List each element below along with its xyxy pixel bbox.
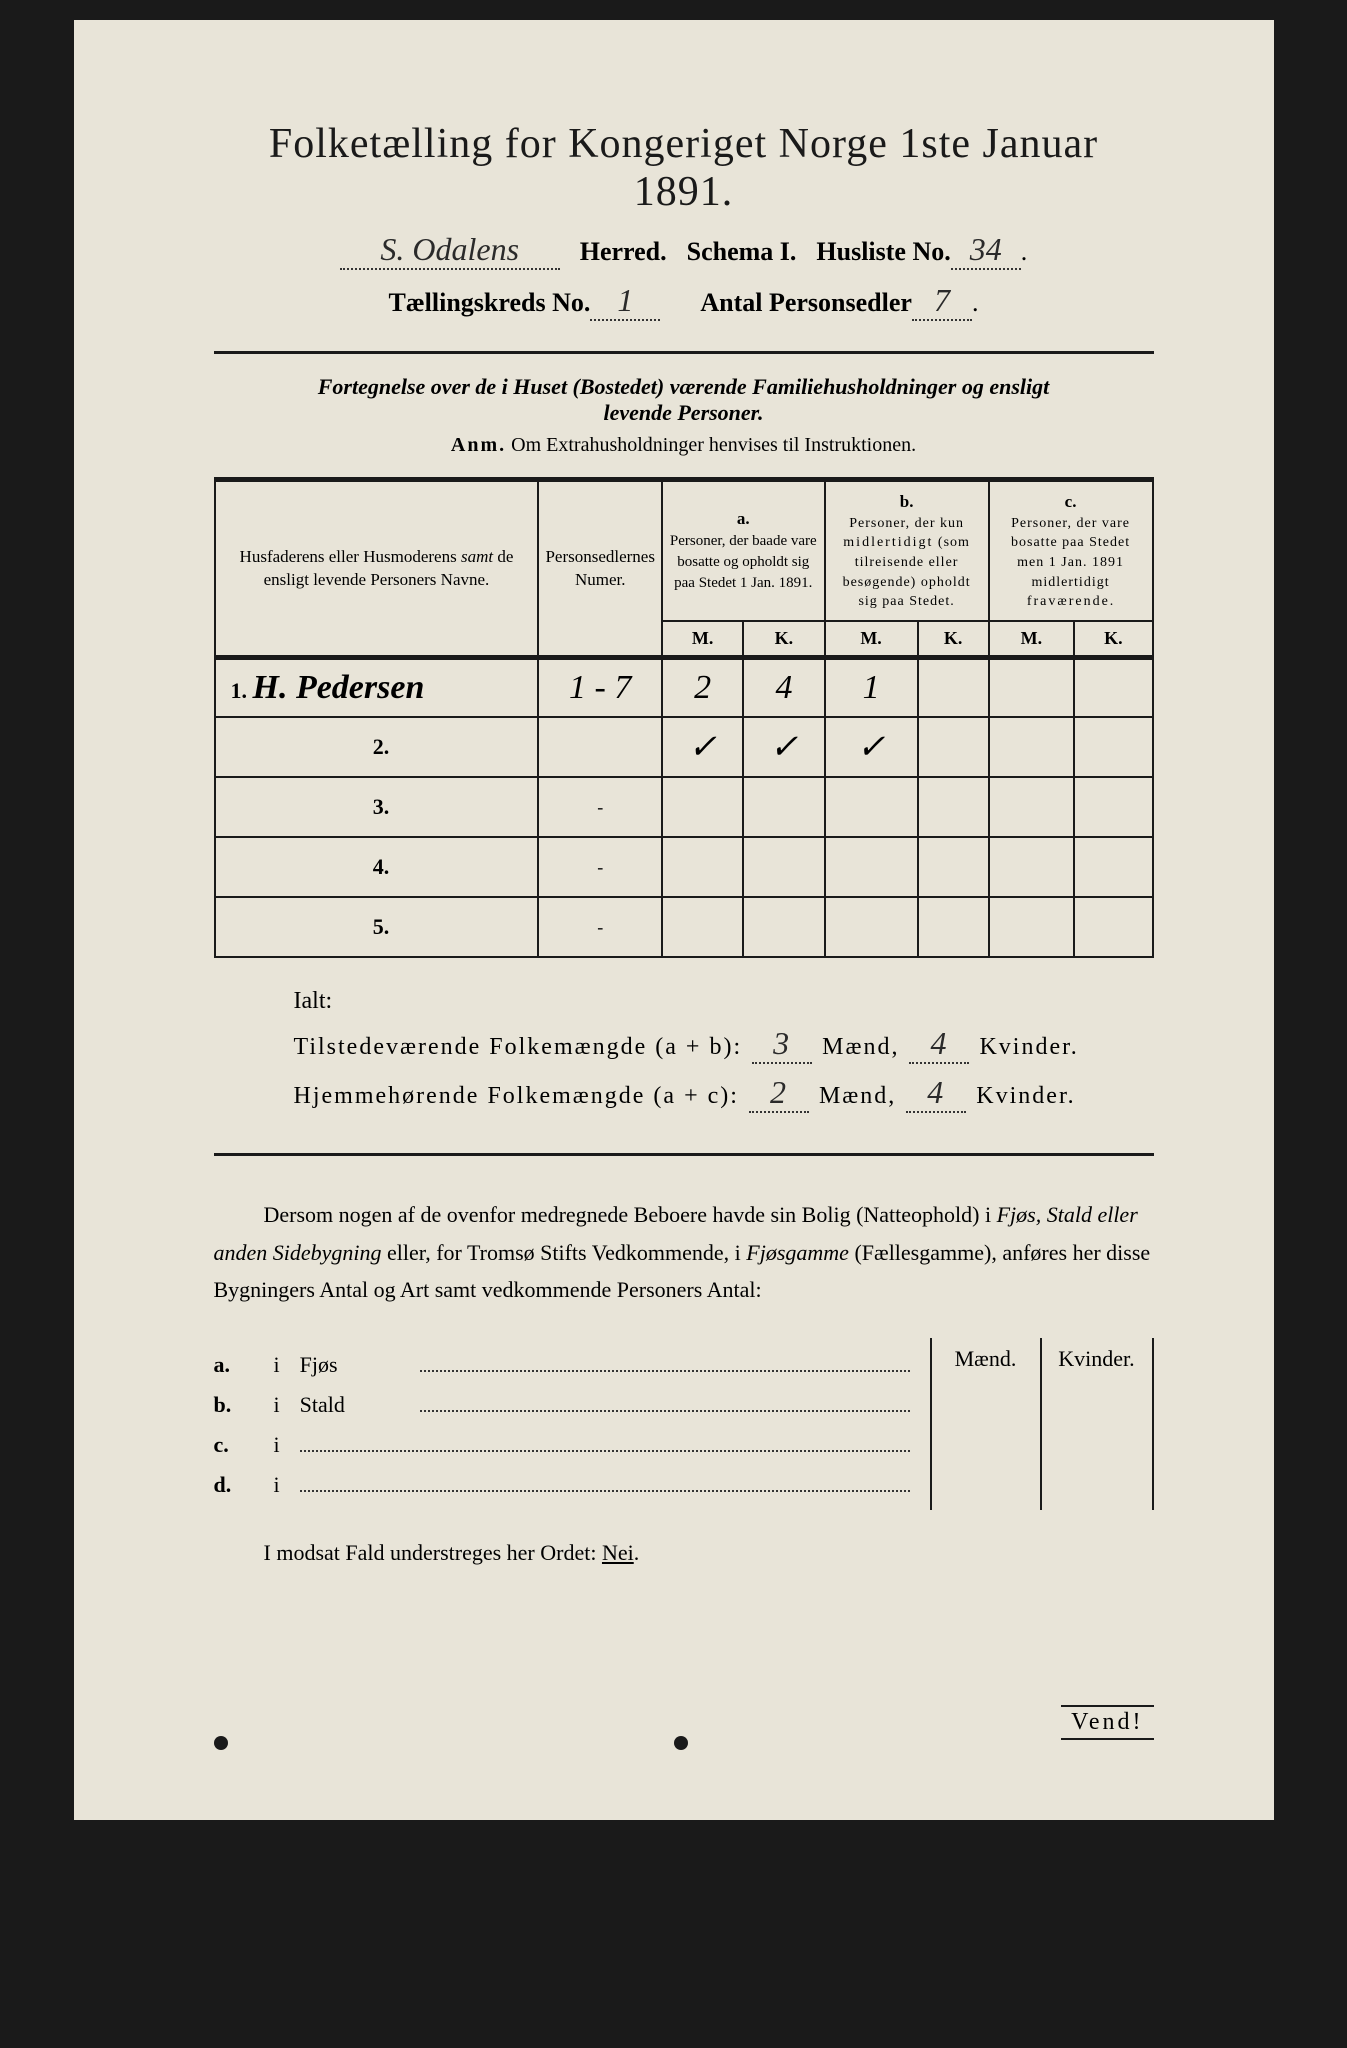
cell-am: 2 <box>662 657 743 717</box>
table-row: 3. - <box>215 777 1153 837</box>
mk-table: Mænd. Kvinder. <box>930 1338 1154 1510</box>
cell-ak: 4 <box>743 657 824 717</box>
table-row: 5. - <box>215 897 1153 957</box>
building-row: b. i Stald <box>214 1390 910 1418</box>
ialt-2-m: 2 <box>749 1074 809 1113</box>
sub-m-b: M. <box>825 621 918 658</box>
ialt-row-2: Hjemmehørende Folkemængde (a + c): 2 Mæn… <box>294 1074 1154 1113</box>
hole-mark <box>214 1736 228 1750</box>
cell-cm <box>989 657 1075 717</box>
table-row: 4. - <box>215 837 1153 897</box>
paragraph: Dersom nogen af de ovenfor medregnede Be… <box>214 1196 1154 1308</box>
cell-bk <box>918 657 989 717</box>
ialt-label: Ialt: <box>294 988 1154 1015</box>
col-header-num: Personsedlernes Numer. <box>538 480 662 658</box>
census-form-page: Folketælling for Kongeriget Norge 1ste J… <box>74 20 1274 1820</box>
sub-m-a: M. <box>662 621 743 658</box>
building-row: a. i Fjøs <box>214 1350 910 1378</box>
kreds-value: 1 <box>590 282 660 321</box>
anm-text: Om Extrahusholdninger henvises til Instr… <box>511 434 916 456</box>
building-row: d. i <box>214 1470 910 1498</box>
main-table: Husfaderens eller Husmoderens samt de en… <box>214 477 1154 958</box>
subtitle: Fortegnelse over de i Huset (Bostedet) v… <box>214 374 1154 426</box>
table-row: 1. H. Pedersen 1 - 7 2 4 1 <box>215 657 1153 717</box>
vend-label: Vend! <box>1061 1705 1153 1740</box>
divider <box>214 351 1154 354</box>
sub-k-b: K. <box>918 621 989 658</box>
sub-k-c: K. <box>1074 621 1152 658</box>
husliste-value: 34 <box>951 231 1021 270</box>
antal-label: Antal Personsedler <box>700 288 912 318</box>
cell-ck <box>1074 657 1152 717</box>
hole-mark <box>674 1736 688 1750</box>
building-section: a. i Fjøs b. i Stald c. i d. i <box>214 1338 1154 1510</box>
kreds-label: Tællingskreds No. <box>389 288 591 318</box>
ialt-1-m: 3 <box>752 1025 812 1064</box>
ialt-2-k: 4 <box>906 1074 966 1113</box>
divider-2 <box>214 1153 1154 1156</box>
col-header-a: a. Personer, der baade vare bosatte og o… <box>662 480 825 621</box>
mk-maend: Mænd. <box>932 1338 1042 1510</box>
ialt-1-k: 4 <box>909 1025 969 1064</box>
husliste-label: Husliste No. <box>816 237 950 267</box>
name-cell: H. Pedersen <box>253 669 425 706</box>
col-header-c: c. Personer, der vare bosatte paa Stedet… <box>989 480 1153 621</box>
final-line: I modsat Fald understreges her Ordet: Ne… <box>214 1540 1154 1566</box>
person-num-cell: 1 - 7 <box>538 657 662 717</box>
sub-m-c: M. <box>989 621 1075 658</box>
mk-kvinder: Kvinder. <box>1042 1338 1152 1510</box>
antal-value: 7 <box>912 282 972 321</box>
ialt-row-1: Tilstedeværende Folkemængde (a + b): 3 M… <box>294 1025 1154 1064</box>
building-list: a. i Fjøs b. i Stald c. i d. i <box>214 1338 910 1510</box>
schema-label: Schema I. <box>687 237 797 267</box>
sub-k-a: K. <box>743 621 824 658</box>
header-row-1: S. Odalens Herred. Schema I. Husliste No… <box>214 231 1154 270</box>
ialt-section: Ialt: Tilstedeværende Folkemængde (a + b… <box>214 988 1154 1113</box>
building-row: c. i <box>214 1430 910 1458</box>
header-row-2: Tællingskreds No. 1 Antal Personsedler 7… <box>214 282 1154 321</box>
herred-value: S. Odalens <box>340 231 560 270</box>
anm-label: Anm. <box>451 434 506 456</box>
table-row: 2. ✓ ✓ ✓ <box>215 717 1153 777</box>
col-header-b: b. Personer, der kun midlertidigt (som t… <box>825 480 989 621</box>
herred-label: Herred. <box>580 237 667 267</box>
cell-bm: 1 <box>825 657 918 717</box>
annotation-line: Anm. Om Extrahusholdninger henvises til … <box>214 434 1154 457</box>
col-header-names: Husfaderens eller Husmoderens samt de en… <box>215 480 539 658</box>
page-title: Folketælling for Kongeriget Norge 1ste J… <box>214 120 1154 216</box>
